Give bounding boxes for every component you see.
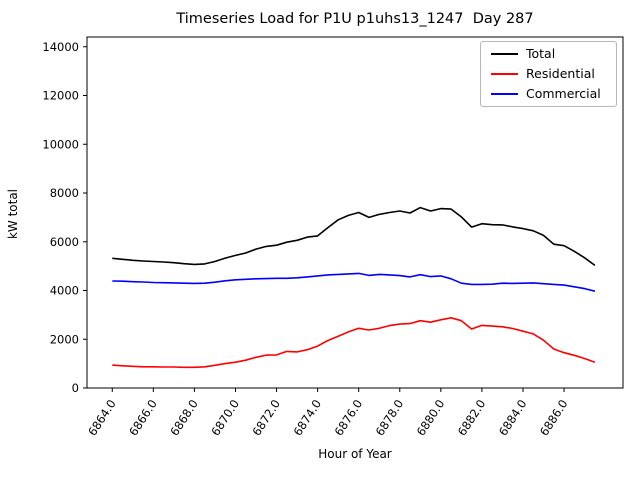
y-tick-label: 6000 [50, 235, 79, 249]
series-line-residential [112, 316, 596, 369]
total-line-swatch [491, 53, 518, 55]
x-tick-label: 6884.0 [496, 397, 530, 438]
legend-item-commercial: Commercial [481, 85, 616, 101]
x-axis-label: Hour of Year [318, 447, 392, 461]
y-tick-label: 10000 [42, 137, 79, 151]
legend: Total Residential Commercial [480, 41, 617, 107]
series-line-commercial [112, 272, 596, 292]
x-tick-label: 6880.0 [414, 397, 448, 438]
x-tick-label: 6868.0 [167, 397, 201, 438]
y-tick-label: 2000 [50, 332, 79, 346]
x-tick-label: 6864.0 [85, 397, 119, 438]
commercial-line-swatch [491, 93, 518, 95]
x-tick-label: 6870.0 [208, 397, 242, 438]
chart-title: Timeseries Load for P1U p1uhs13_1247 Day… [176, 11, 534, 27]
x-tick-label: 6866.0 [126, 397, 160, 438]
x-tick-label: 6876.0 [332, 397, 366, 438]
y-tick-label: 4000 [50, 284, 79, 298]
y-tick-label: 12000 [42, 89, 79, 103]
y-tick-label: 0 [72, 381, 79, 395]
legend-label-residential: Residential [526, 65, 595, 81]
x-tick-label: 6878.0 [373, 397, 407, 438]
legend-item-total: Total [481, 45, 616, 61]
y-tick-label: 14000 [42, 40, 79, 54]
x-tick-label: 6886.0 [537, 397, 571, 438]
legend-label-commercial: Commercial [526, 85, 601, 101]
legend-label-total: Total [526, 45, 556, 61]
x-tick-label: 6874.0 [290, 397, 324, 438]
axes-frame [86, 36, 624, 389]
x-tick-label: 6882.0 [455, 397, 489, 438]
x-tick-label: 6872.0 [249, 397, 283, 438]
series-line-total [112, 206, 596, 267]
legend-item-residential: Residential [481, 65, 616, 81]
residential-line-swatch [491, 73, 518, 75]
y-tick-label: 8000 [50, 186, 79, 200]
